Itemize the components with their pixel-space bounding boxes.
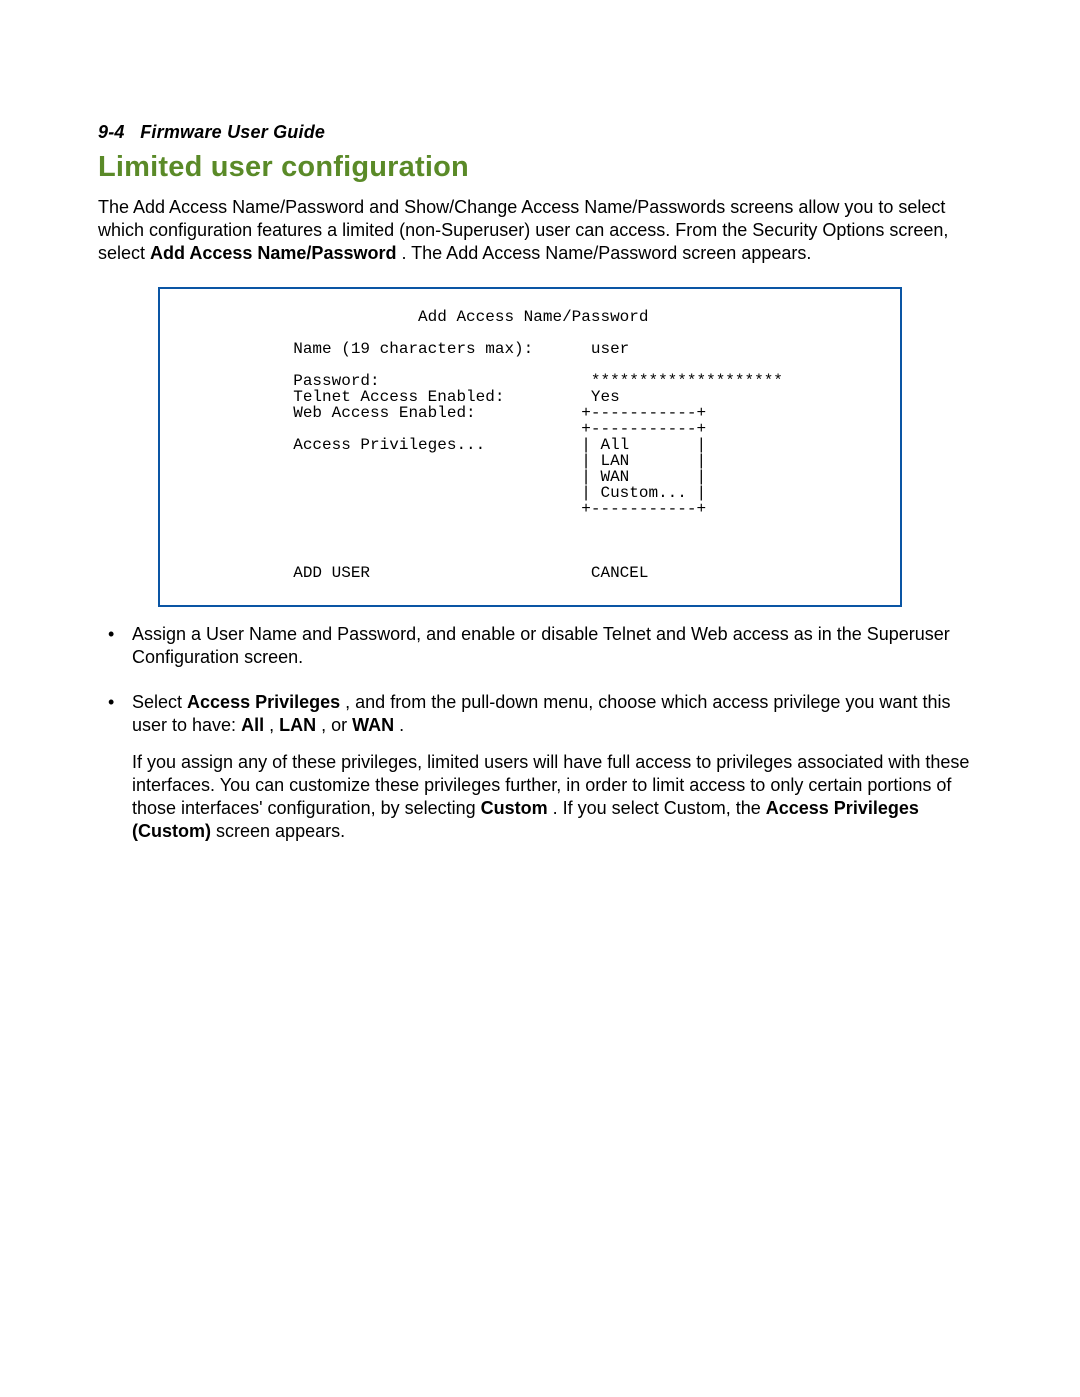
intro-paragraph: The Add Access Name/Password and Show/Ch… [98,196,982,265]
list-item: Select Access Privileges , and from the … [98,691,982,843]
bullet-list: Assign a User Name and Password, and ena… [98,623,982,843]
book-title: Firmware User Guide [140,122,325,142]
bullet2-p2: If you assign any of these privileges, l… [132,751,982,843]
page-ref: 9-4 [98,122,125,142]
page: 9-4 Firmware User Guide Limited user con… [0,0,1080,1397]
intro-bold: Add Access Name/Password [150,243,396,263]
terminal-screenshot: Add Access Name/Password Name (19 charac… [158,287,902,607]
terminal-content: Add Access Name/Password Name (19 charac… [160,309,900,581]
intro-post: . The Add Access Name/Password screen ap… [401,243,811,263]
section-title: Limited user configuration [98,151,982,184]
list-item: Assign a User Name and Password, and ena… [98,623,982,669]
running-header: 9-4 Firmware User Guide [98,122,982,143]
bullet1-text: Assign a User Name and Password, and ena… [132,623,982,669]
bullet2-p1: Select Access Privileges , and from the … [132,691,982,737]
